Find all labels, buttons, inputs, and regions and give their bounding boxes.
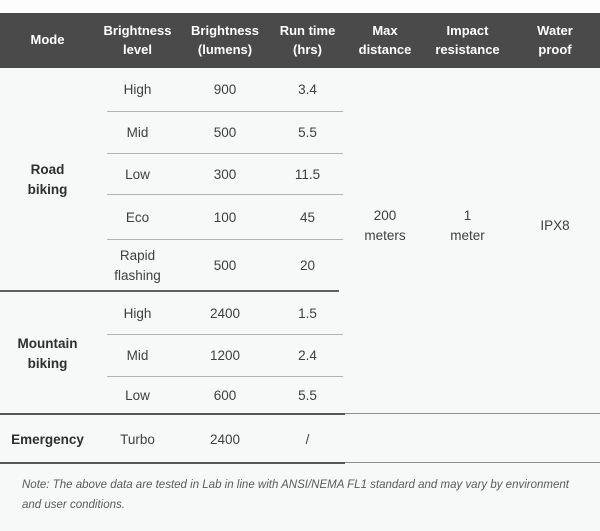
col-header-brightness-level: Brightness level <box>103 22 172 57</box>
footnote: Note: The above data are tested in Lab i… <box>0 464 600 531</box>
cell-emergency-turbo-lumens: 2400 <box>209 431 241 447</box>
road-biking-label: Road biking <box>27 162 68 197</box>
cell-mountain-high-runtime: 1.5 <box>298 305 317 321</box>
col-header-mode: Mode <box>30 32 65 48</box>
emergency-top-line-right <box>345 413 600 414</box>
cell-mountain-mid-level: Mid <box>126 348 149 364</box>
emergency-label: Emergency <box>11 431 84 447</box>
cell-mountain-high-lumens: 2400 <box>209 305 241 321</box>
table-bottom-line-right <box>345 462 600 463</box>
cell-road-mid-level: Mid <box>126 125 149 141</box>
row-divider <box>107 376 343 377</box>
row-divider <box>107 239 343 240</box>
section-separator <box>0 290 339 292</box>
top-margin <box>0 0 600 13</box>
cell-mountain-high-level: High <box>123 305 152 321</box>
cell-road-high-level: High <box>123 82 152 98</box>
table-header-row: Mode Brightness level Brightness (lumens… <box>0 13 600 68</box>
row-divider <box>107 334 343 335</box>
cell-road-low-runtime: 11.5 <box>294 166 321 182</box>
cell-road-eco-level: Eco <box>125 209 150 225</box>
cell-emergency-turbo-level: Turbo <box>120 431 155 447</box>
cell-mountain-mid-runtime: 2.4 <box>298 348 317 364</box>
cell-road-rapid-runtime: 20 <box>299 258 316 274</box>
emergency-top-line-left <box>0 413 345 415</box>
cell-road-low-lumens: 300 <box>213 166 237 182</box>
cell-mountain-low-lumens: 600 <box>213 388 237 404</box>
cell-impact-resistance: 1 meter <box>450 207 485 243</box>
cell-road-eco-lumens: 100 <box>213 209 237 225</box>
cell-road-mid-lumens: 500 <box>213 125 237 141</box>
row-divider <box>107 111 343 112</box>
row-divider <box>107 194 343 195</box>
cell-mountain-low-level: Low <box>125 388 150 404</box>
cell-water-proof: IPX8 <box>540 217 570 233</box>
cell-road-rapid-lumens: 500 <box>213 258 237 274</box>
cell-road-eco-runtime: 45 <box>299 209 316 225</box>
row-divider <box>107 153 343 154</box>
table-bottom-line-left <box>0 462 345 464</box>
col-header-water-proof: Water proof <box>537 22 573 57</box>
table-body: Road biking High 900 3.4 Mid 500 5.5 Low… <box>0 68 600 464</box>
col-header-run-time: Run time (hrs) <box>279 22 336 57</box>
cell-max-distance: 200 meters <box>364 207 406 243</box>
mountain-biking-label: Mountain biking <box>17 335 78 371</box>
col-header-max-distance: Max distance <box>358 22 412 57</box>
cell-road-low-level: Low <box>125 166 150 182</box>
cell-mountain-mid-lumens: 1200 <box>209 348 241 364</box>
cell-emergency-turbo-runtime: / <box>305 431 310 447</box>
cell-road-mid-runtime: 5.5 <box>298 125 317 141</box>
cell-road-high-runtime: 3.4 <box>298 82 317 98</box>
cell-road-high-lumens: 900 <box>213 82 237 98</box>
col-header-brightness-lumens: Brightness (lumens) <box>191 22 259 57</box>
cell-mountain-low-runtime: 5.5 <box>298 388 317 404</box>
col-header-impact-resistance: Impact resistance <box>435 22 500 57</box>
cell-road-rapid-level: Rapid flashing <box>114 248 161 283</box>
